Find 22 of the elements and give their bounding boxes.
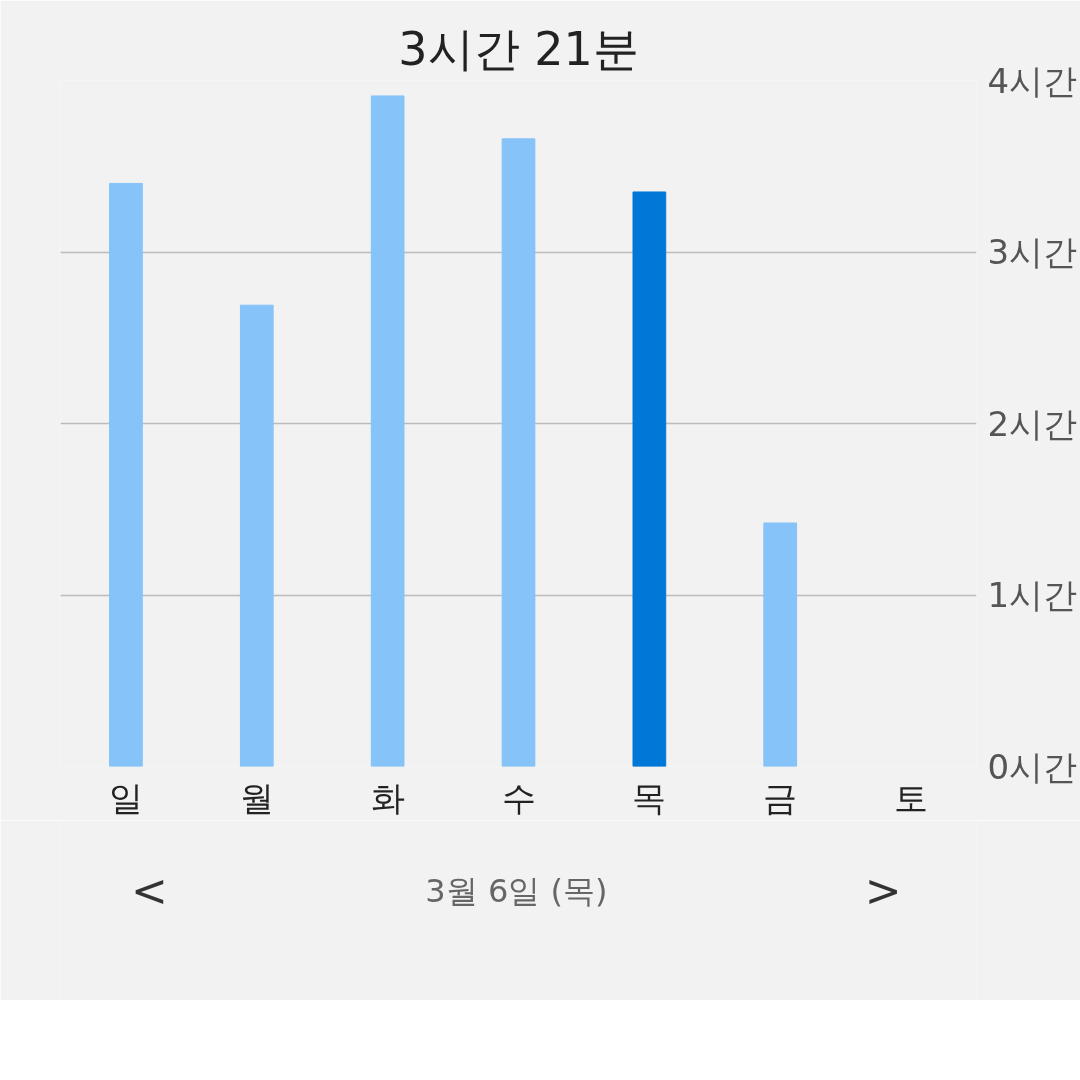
x-tick-label: 화 [370, 777, 405, 818]
bar [109, 182, 143, 767]
x-tick-label: 일 [108, 777, 143, 818]
y-tick-label: 0시간 [987, 746, 1078, 787]
y-tick-label: 3시간 [987, 232, 1078, 272]
text: < [131, 865, 168, 916]
y-tick-label: 4시간 [987, 60, 1078, 101]
text: > [864, 865, 902, 916]
bar [370, 95, 405, 767]
x-tick-label: 금 [763, 777, 798, 818]
y-tick-label: 2시간 [987, 403, 1078, 444]
bar [632, 191, 667, 767]
x-tick-label: 목 [632, 777, 667, 818]
bar [501, 138, 536, 767]
x-tick-label: 월 [239, 777, 274, 818]
bar [239, 304, 274, 767]
x-tick-label: 수 [501, 777, 536, 818]
text: 3월 6일 (목) [425, 871, 608, 910]
y-tick-label: 1시간 [987, 575, 1078, 615]
bar [763, 522, 798, 767]
x-tick-label: 토 [894, 777, 929, 818]
chart-title: 3시간 21분 [398, 21, 639, 76]
